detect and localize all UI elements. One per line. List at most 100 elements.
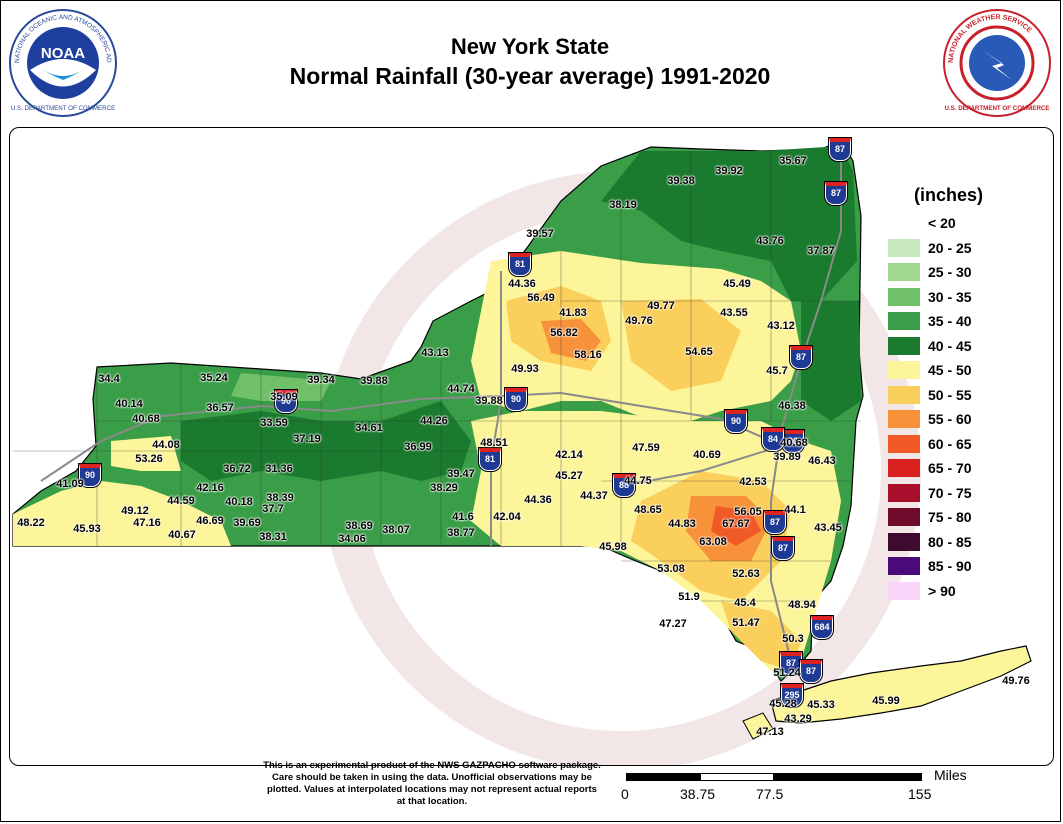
observation-value: 51.24	[773, 667, 801, 679]
interstate-shield-icon: 81	[479, 448, 501, 471]
map-subtitle: Normal Rainfall (30-year average) 1991-2…	[289, 63, 771, 89]
observation-value: 40.69	[693, 449, 721, 461]
observation-value: 46.43	[808, 455, 836, 467]
observation-value: 44.59	[167, 495, 195, 507]
interstate-shield-number: 684	[814, 622, 830, 632]
legend-swatch	[888, 459, 920, 477]
observation-value: 43.76	[756, 235, 784, 247]
legend-label: 55 - 60	[928, 411, 972, 427]
observation-value: 44.36	[524, 494, 552, 506]
observation-value: 51.47	[732, 617, 760, 629]
scale-seg-1	[626, 773, 700, 781]
interstate-shield-icon: 90	[275, 390, 297, 413]
observation-value: 44.1	[784, 504, 806, 516]
interstate-shield-number: 87	[834, 144, 845, 154]
observation-value: 39.88	[360, 375, 388, 387]
legend-swatch	[888, 483, 920, 502]
observation-value: 39.34	[307, 374, 335, 386]
legend-item: 50 - 55	[888, 385, 972, 405]
scale-label-2: 77.5	[756, 786, 784, 802]
zone-50-55-adirondack	[621, 299, 741, 391]
observation-value: 33.59	[260, 417, 288, 429]
observation-value: 50.3	[782, 633, 804, 645]
observation-value: 35.67	[779, 155, 807, 167]
zone-40-45-east	[801, 301, 861, 421]
observation-value: 48.22	[17, 517, 45, 529]
interstate-shield-number: 87	[830, 188, 841, 198]
observation-value: 38.29	[430, 482, 458, 494]
observation-value: 53.26	[135, 453, 163, 465]
interstate-shield-number: 90	[280, 396, 291, 406]
zone-30-35-lake	[231, 373, 331, 401]
interstate-shield-icon: 84	[762, 428, 784, 451]
observation-value: 45.27	[555, 470, 583, 482]
observation-value: 49.12	[121, 505, 149, 517]
nws-bottom-text: U.S. DEPARTMENT OF COMMERCE	[944, 105, 1049, 112]
interstate-shield-number: 90	[730, 416, 741, 426]
legend-swatch	[888, 581, 920, 600]
nws-logo: NATIONAL WEATHER SERVICE U.S. DEPARTMENT…	[943, 9, 1051, 117]
observation-value: 44.74	[447, 383, 475, 395]
interstate-shield-icon: 87	[790, 346, 812, 369]
legend-label: 25 - 30	[928, 264, 972, 280]
interstate-shield-number: 87	[769, 517, 780, 527]
legend-item: 70 - 75	[888, 483, 972, 503]
observation-value: 45.7	[766, 365, 788, 377]
observation-value: 40.14	[115, 398, 143, 410]
legend-swatch	[888, 385, 920, 404]
interstate-shield-icon: 684	[811, 616, 833, 639]
interstate-shield-number: 90	[787, 436, 798, 446]
legend-label: 35 - 40	[928, 313, 972, 329]
observation-value: 56.05	[734, 506, 762, 518]
observation-value: 53.08	[657, 563, 685, 575]
observation-value: 41.83	[559, 307, 587, 319]
observation-value: 44.75	[624, 475, 652, 487]
observation-value: 44.37	[580, 490, 608, 502]
legend-swatch	[888, 336, 920, 355]
legend-item: 25 - 30	[888, 262, 972, 282]
observation-value: 47.16	[133, 517, 161, 529]
observation-value: 51.9	[678, 591, 700, 603]
observation-value: 49.76	[1002, 675, 1030, 687]
observation-value: 43.55	[720, 307, 748, 319]
legend-item: 55 - 60	[888, 409, 972, 429]
legend-label: 45 - 50	[928, 362, 972, 378]
observation-value: 44.26	[420, 415, 448, 427]
interstate-shield-number: 295	[784, 690, 800, 700]
legend-swatch	[888, 434, 920, 453]
observation-value: 43.29	[784, 713, 812, 725]
zone-45-50-west	[111, 436, 181, 471]
legend-swatch	[888, 508, 920, 526]
observation-value: 41.6	[452, 511, 474, 523]
zone-45-50-southwest	[13, 481, 231, 546]
legend-label: 40 - 45	[928, 337, 972, 354]
interstate-shield-icon: 295	[781, 684, 803, 707]
observation-value: 45.33	[807, 699, 835, 711]
legend-swatch	[888, 557, 920, 575]
observation-value: 39.57	[526, 228, 554, 240]
interstate-shield-icon: 87	[829, 138, 851, 161]
observation-value: 49.76	[625, 315, 653, 327]
legend-item: 45 - 50	[888, 360, 972, 380]
long-island	[770, 645, 1032, 724]
observation-value: 37.87	[807, 245, 835, 257]
observation-value: 39.69	[233, 517, 261, 529]
interstate-shield-icon: 88	[613, 474, 635, 497]
interstate-shield-number: 90	[510, 394, 521, 404]
scale-label-1: 38.75	[680, 786, 716, 802]
zone-55-60-tug-hill	[541, 319, 601, 361]
interstate-shield-icon: 90	[725, 410, 747, 433]
observation-value: 40.68	[780, 437, 808, 449]
observation-value: 45.93	[73, 523, 101, 535]
legend-item: 75 - 80	[888, 507, 972, 527]
observation-value: 36.72	[223, 463, 251, 475]
legend-swatch	[888, 238, 920, 257]
observation-value: 54.65	[685, 346, 713, 358]
observation-value: 67.67	[722, 518, 750, 530]
legend-label: 65 - 70	[928, 460, 972, 476]
interstate-shield-icon: 81	[509, 253, 531, 276]
observation-value: 48.51	[480, 437, 508, 449]
interstate-shield-number: 84	[767, 434, 778, 444]
legend-swatch	[888, 410, 920, 428]
